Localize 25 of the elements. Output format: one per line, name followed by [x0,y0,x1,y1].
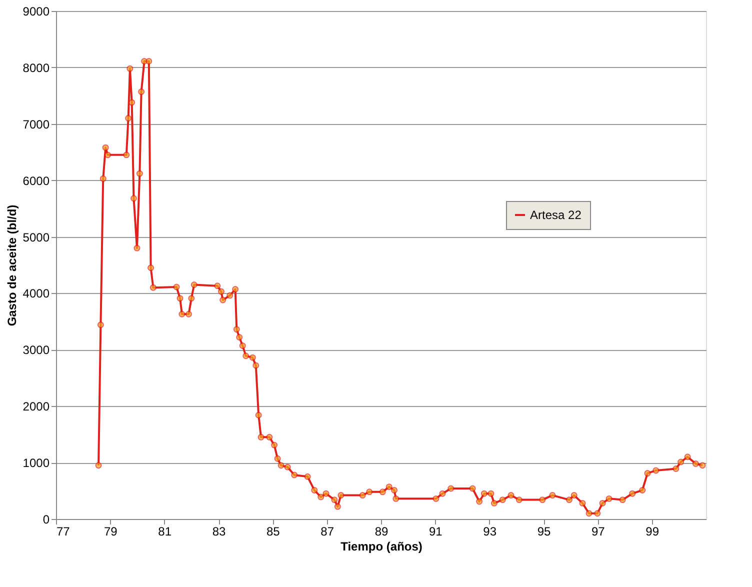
x-axis-title: Tiempo (años) [340,540,422,554]
y-tick-label: 6000 [22,174,50,188]
y-tick-label: 9000 [22,4,50,18]
y-tick-label: 7000 [22,117,50,132]
y-tick-label: 2000 [22,400,50,414]
x-tick-label: 85 [266,524,280,538]
y-tick-label: 4000 [22,286,50,301]
x-tick-label: 89 [374,524,388,538]
x-tick-label: 83 [212,524,226,538]
x-tick-label: 99 [646,524,660,538]
x-tick-label: 79 [104,524,118,538]
x-tick-label: 91 [428,524,443,538]
x-tick-label: 97 [591,524,606,538]
y-tick-label: 8000 [22,60,50,75]
y-tick-label: 1000 [22,456,50,470]
x-tick-label: 77 [56,524,70,538]
x-tick-label: 87 [320,524,334,538]
y-tick-label: 5000 [22,230,50,244]
x-tick-label: 81 [158,524,172,538]
x-tick-label: 93 [483,524,497,538]
y-tick-label: 0 [42,512,50,526]
legend-label: Artesa 22 [530,208,582,222]
y-tick-label: 3000 [22,343,50,358]
x-tick-label: 95 [537,524,551,538]
y-axis-title: Gasto de aceite (bl/d) [4,204,19,326]
